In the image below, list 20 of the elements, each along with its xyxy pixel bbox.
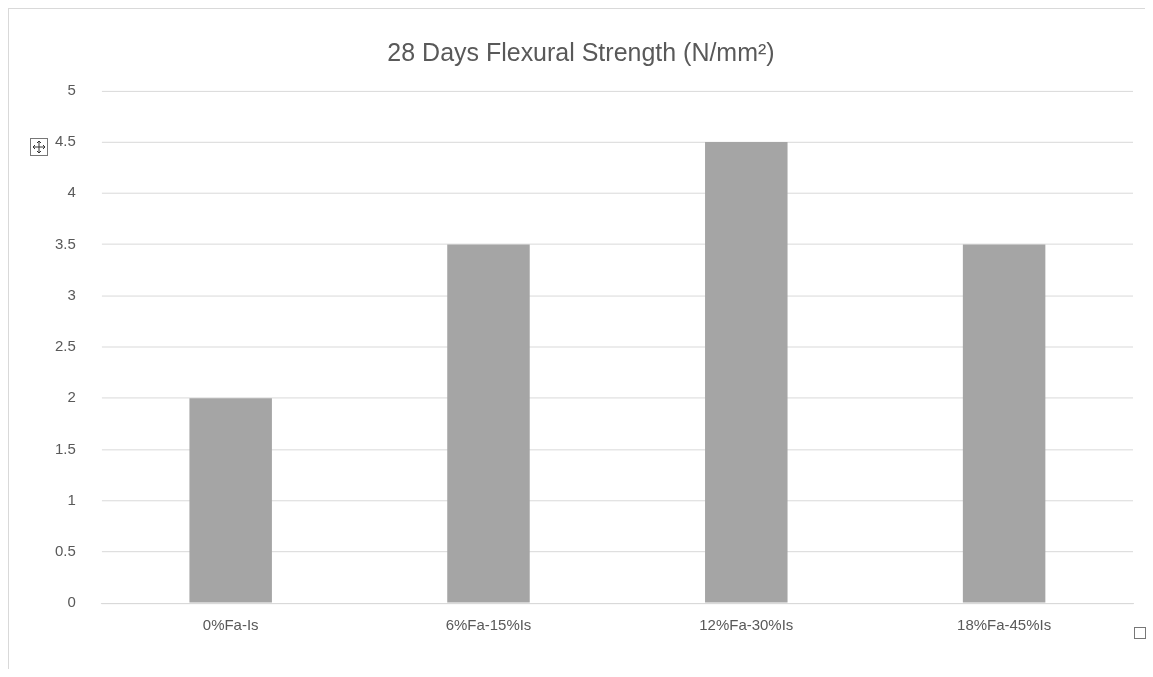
y-tick-label: 3.5 <box>54 234 76 252</box>
y-tick-label: 4 <box>67 183 76 201</box>
x-tick-label: 0%Fa-Is <box>202 616 259 634</box>
y-tick-label: 2.5 <box>54 337 76 355</box>
bar <box>705 142 788 603</box>
bar <box>962 244 1046 603</box>
bar <box>447 244 530 603</box>
y-tick-label: 5 <box>67 81 76 99</box>
y-tick-label: 4.5 <box>54 132 76 150</box>
y-tick-label: 1.5 <box>54 439 76 457</box>
chart-title: 28 Days Flexural Strength (N/mm²) <box>387 37 775 66</box>
y-tick-label: 0 <box>67 593 76 611</box>
x-tick-label: 12%Fa-30%Is <box>699 616 794 634</box>
y-tick-label: 3 <box>67 285 76 303</box>
y-tick-label: 0.5 <box>54 542 76 560</box>
x-tick-label: 18%Fa-45%Is <box>957 616 1052 634</box>
x-tick-label: 6%Fa-15%Is <box>445 616 532 634</box>
y-tick-label: 2 <box>67 388 76 406</box>
bar <box>189 398 272 603</box>
y-tick-label: 1 <box>67 490 76 508</box>
